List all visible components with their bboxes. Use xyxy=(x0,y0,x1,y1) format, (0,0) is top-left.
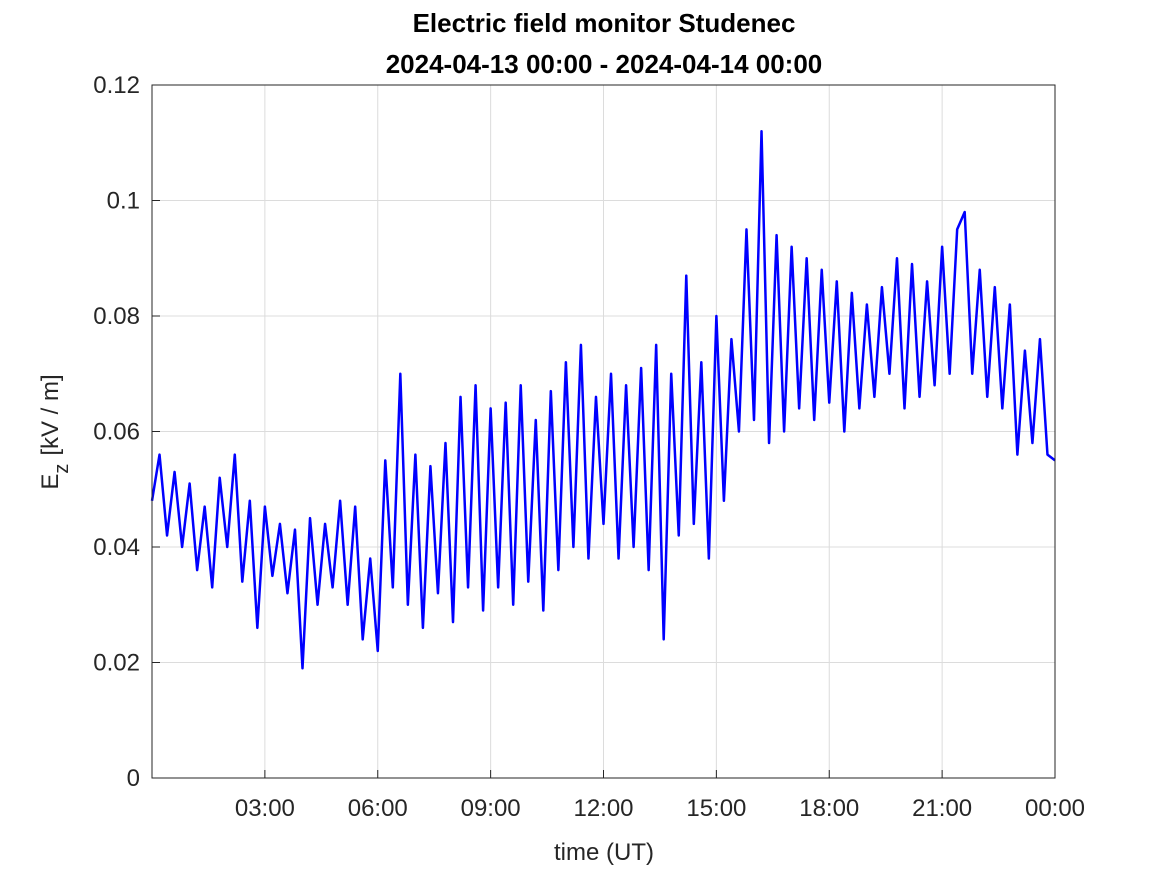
x-tick-label: 21:00 xyxy=(912,795,972,822)
x-tick-label: 18:00 xyxy=(799,795,859,822)
y-label-main: E xyxy=(37,474,64,490)
chart-subtitle: 2024-04-13 00:00 - 2024-04-14 00:00 xyxy=(386,49,823,79)
y-tick-label: 0 xyxy=(127,765,140,792)
y-tick-label: 0.04 xyxy=(93,534,140,561)
data-line xyxy=(150,129,1056,670)
x-tick-label: 09:00 xyxy=(461,795,521,822)
x-tick-label: 06:00 xyxy=(348,795,408,822)
y-tick-label: 0.08 xyxy=(93,303,140,330)
x-tick-label: 12:00 xyxy=(573,795,633,822)
x-tick-label: 00:00 xyxy=(1025,795,1085,822)
y-axis-label: Ez [kV / m] xyxy=(37,374,73,489)
y-tick-label: 0.12 xyxy=(93,72,140,99)
chart-title: Electric field monitor Studenec xyxy=(413,8,796,38)
y-tick-label: 0.1 xyxy=(107,188,140,215)
y-label-sub: z xyxy=(51,464,73,474)
y-tick-label: 0.06 xyxy=(93,419,140,446)
y-label-unit: [kV / m] xyxy=(37,374,64,455)
y-tick-label: 0.02 xyxy=(93,650,140,677)
x-axis-label: time (UT) xyxy=(554,839,654,866)
series xyxy=(150,129,1056,670)
x-tick-label: 15:00 xyxy=(686,795,746,822)
x-tick-label: 03:00 xyxy=(235,795,295,822)
